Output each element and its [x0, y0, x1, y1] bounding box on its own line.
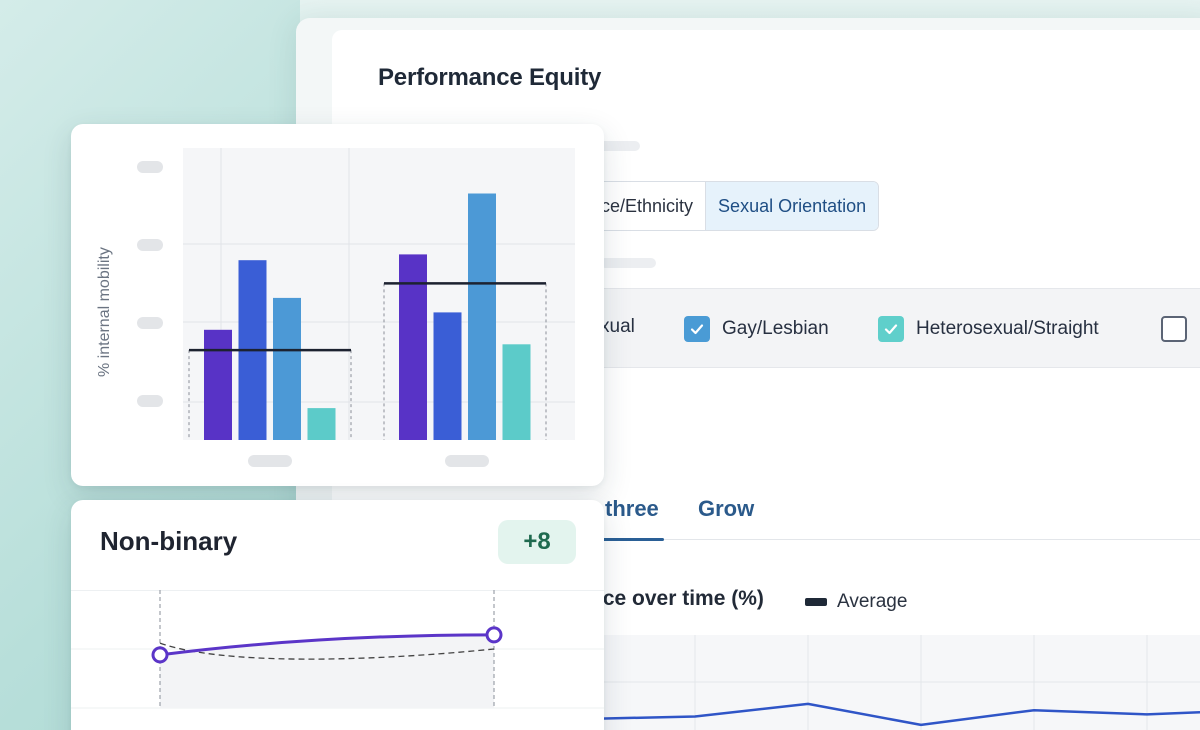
tab-active-indicator	[590, 538, 664, 541]
y-tick-placeholder	[137, 395, 163, 407]
bar	[204, 329, 232, 440]
bar	[468, 193, 496, 440]
average-series-line	[159, 642, 495, 660]
checkbox-unchecked-icon[interactable]	[1161, 316, 1187, 342]
tab-divider	[664, 539, 1200, 540]
segment-race-ethnicity[interactable]: ce/Ethnicity	[601, 196, 694, 216]
bar-chart	[137, 148, 575, 467]
y-tick-placeholder	[137, 317, 163, 329]
bar	[307, 408, 336, 440]
legend-average-label: Average	[837, 591, 908, 612]
filter-gay-lesbian[interactable]: Gay/Lesbian	[684, 316, 829, 342]
y-axis-label: % internal mobility	[96, 247, 113, 377]
area-fill	[160, 634, 494, 708]
x-tick-placeholder	[445, 455, 489, 467]
main-line-chart	[600, 635, 1200, 730]
series-line	[600, 702, 1200, 727]
data-point	[485, 626, 503, 644]
filter-label: Gay/Lesbian	[722, 318, 829, 339]
filter-unchecked[interactable]	[1161, 316, 1187, 342]
bar	[399, 254, 427, 440]
filter-label: xual	[600, 316, 635, 337]
chart-title: nce over time (%)	[590, 587, 764, 610]
skeleton-line	[600, 258, 656, 268]
page-title: Performance Equity	[378, 64, 602, 91]
filter-partial[interactable]: xual	[600, 316, 635, 338]
bar	[502, 344, 531, 440]
tab-three[interactable]: three	[605, 496, 659, 521]
y-tick-placeholder	[137, 239, 163, 251]
filter-heterosexual[interactable]: Heterosexual/Straight	[878, 316, 1099, 342]
checkbox-checked-icon[interactable]	[684, 316, 710, 342]
x-tick-placeholder	[248, 455, 292, 467]
filter-label: Heterosexual/Straight	[916, 318, 1099, 339]
series-line	[159, 633, 495, 657]
tab-grow[interactable]: Grow	[698, 496, 755, 521]
skeleton-line	[590, 141, 640, 151]
non-binary-line-chart	[71, 590, 604, 709]
bar	[273, 297, 301, 440]
checkbox-checked-icon[interactable]	[878, 316, 904, 342]
y-tick-placeholder	[137, 161, 163, 173]
bar	[433, 312, 462, 440]
change-badge: +8	[498, 520, 576, 564]
segment-sexual-orientation[interactable]: Sexual Orientation	[705, 182, 879, 230]
data-point	[151, 646, 169, 664]
card-title: Non-binary	[100, 526, 238, 556]
legend-average-swatch	[805, 598, 827, 606]
